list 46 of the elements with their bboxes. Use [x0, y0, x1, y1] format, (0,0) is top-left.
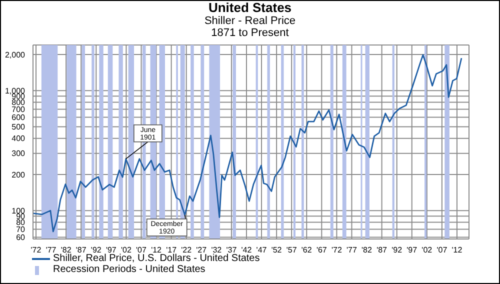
x-tick-label: '32 [211, 246, 222, 255]
chart-title: United States [207, 0, 293, 15]
y-tick-label: 1,000 [4, 86, 26, 96]
x-tick-label: '57 [286, 246, 298, 255]
chart-subtitle: Shiller - Real Price 1871 to Present [203, 15, 297, 39]
x-tick-label: '82 [362, 246, 373, 255]
x-tick-label: '12 [151, 246, 162, 255]
x-tick-label: '97 [106, 246, 117, 255]
y-tick-label: 60 [16, 233, 26, 242]
y-tick-label: 600 [12, 113, 26, 122]
text: Recession Periods - United States [53, 264, 206, 275]
y-tick-label: 400 [12, 134, 26, 144]
y-tick-label: 800 [12, 98, 26, 108]
x-tick-label: '12 [452, 246, 463, 255]
y-tick-label: 70 [16, 225, 26, 234]
x-tick-label: '77 [46, 246, 57, 255]
legend-label: Shiller, Real Price, U.S. Dollars - United States [53, 253, 260, 264]
x-tick-label: '62 [301, 246, 312, 255]
x-tick-label: '67 [316, 246, 328, 255]
x-tick-label: '52 [271, 246, 282, 255]
x-tick-label: '17 [166, 246, 178, 255]
x-tick-label: '92 [90, 246, 102, 255]
x-tick-label: '92 [392, 246, 403, 255]
x-tick-label: '77 [346, 246, 358, 255]
x-tick-label: '87 [76, 246, 87, 255]
x-tick-label: '22 [181, 246, 192, 255]
y-tick-label: 200 [12, 170, 26, 180]
x-tick-label: '07 [136, 246, 148, 255]
x-tick-label: '27 [196, 246, 208, 255]
x-tick-label: '02 [422, 246, 433, 255]
x-tick-label: '47 [256, 246, 268, 255]
y-tick-label: 500 [12, 122, 26, 132]
x-tick-label: '02 [120, 246, 132, 255]
y-tick-label: 80 [16, 218, 26, 228]
x-tick-label: '07 [436, 246, 448, 255]
x-tick-label: '72 [331, 246, 342, 255]
x-tick-label: '82 [60, 246, 72, 255]
x-tick-label: '97 [406, 246, 418, 255]
x-tick-label: '87 [376, 246, 388, 255]
y-tick-label: 2,000 [4, 50, 26, 60]
line-series [33, 54, 462, 232]
x-tick-label: '37 [226, 246, 238, 255]
y-tick-label: 300 [12, 149, 26, 158]
x-tick-label: '42 [241, 246, 252, 255]
y-tick-label: 700 [12, 105, 26, 114]
x-tick-label: '72 [30, 246, 42, 255]
